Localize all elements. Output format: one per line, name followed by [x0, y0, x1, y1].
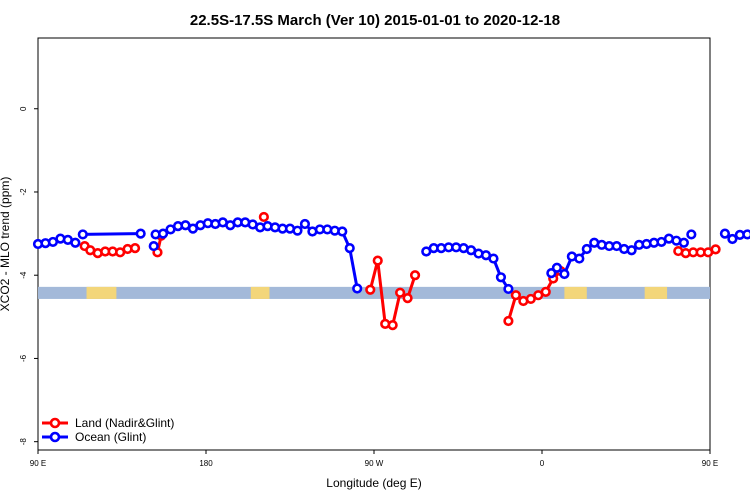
land-band: [644, 286, 668, 299]
legend: Land (Nadir&Glint)Ocean (Glint): [42, 416, 174, 444]
data-point: [686, 229, 697, 240]
data-point: [402, 293, 413, 304]
data-point: [546, 268, 557, 279]
data-point: [258, 211, 269, 223]
legend-swatch-marker: [49, 431, 61, 443]
chart-title: 22.5S-17.5S March (Ver 10) 2015-01-01 to…: [190, 12, 560, 29]
data-point: [710, 244, 721, 255]
data-point: [626, 245, 637, 256]
x-tick-label: 180: [199, 459, 213, 468]
data-point: [387, 320, 398, 331]
data-point: [365, 284, 376, 295]
legend-label: Ocean (Glint): [75, 430, 146, 444]
x-tick-label: 90 E: [30, 459, 46, 468]
data-point: [409, 270, 421, 281]
data-point: [129, 243, 141, 254]
series-layer: [32, 211, 750, 331]
data-point: [727, 233, 738, 245]
data-point: [157, 228, 169, 239]
y-tick-label: 0: [19, 106, 28, 111]
data-point: [742, 229, 750, 240]
y-tick-label: -6: [19, 354, 28, 362]
x-tick-label: 90 E: [702, 459, 718, 468]
data-point: [77, 229, 88, 240]
series-line: [82, 232, 141, 236]
x-axis: 90 E 180 90 W 0 90 E: [30, 450, 718, 468]
data-point: [135, 228, 146, 239]
legend-swatch-marker: [49, 417, 61, 429]
y-tick-label: -2: [19, 188, 28, 196]
land-band: [250, 286, 270, 299]
data-point: [70, 237, 81, 248]
data-point: [574, 253, 585, 264]
series-ocean: [32, 217, 750, 295]
x-axis-label: Longitude (deg E): [326, 476, 421, 490]
data-point: [678, 237, 689, 248]
land-band: [564, 286, 587, 299]
data-point: [503, 315, 514, 327]
data-point: [503, 283, 514, 295]
data-point: [510, 290, 521, 301]
data-point: [540, 286, 551, 297]
x-tick-label: 90 W: [365, 459, 384, 468]
data-point: [352, 283, 363, 294]
data-point: [148, 240, 159, 252]
data-point: [292, 225, 303, 236]
data-point: [337, 226, 348, 237]
data-point: [551, 262, 563, 273]
y-tick-label: -4: [19, 271, 28, 279]
legend-label: Land (Nadir&Glint): [75, 416, 174, 430]
data-point: [719, 228, 731, 239]
x-tick-label: 0: [540, 459, 545, 468]
data-point: [581, 243, 592, 255]
data-point: [344, 243, 355, 254]
data-point: [525, 293, 536, 305]
y-axis-label: XCO2 - MLO trend (ppm): [0, 177, 12, 312]
y-tick-label: -8: [19, 438, 28, 446]
data-point: [488, 253, 499, 264]
data-point: [559, 268, 570, 280]
data-point: [299, 218, 311, 230]
data-point: [372, 255, 383, 266]
data-point: [495, 272, 507, 283]
data-point: [395, 287, 406, 298]
y-axis: 0 -2 -4 -6 -8: [19, 106, 38, 445]
series-land: [79, 211, 721, 331]
land-band: [86, 286, 117, 299]
